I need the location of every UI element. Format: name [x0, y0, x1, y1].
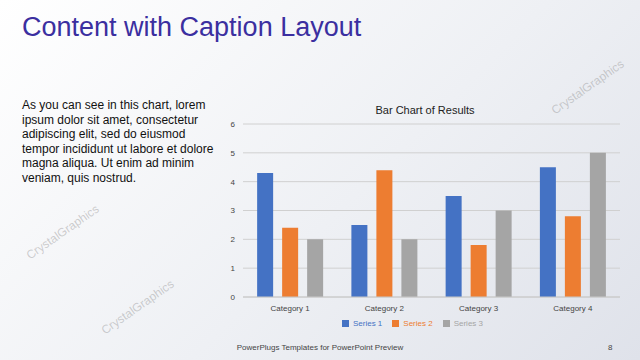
- svg-text:5: 5: [231, 149, 236, 158]
- svg-text:Category 4: Category 4: [553, 304, 593, 313]
- html-text:Content with Caption Layout: Content with Caption Layout: [22, 12, 362, 42]
- svg-text:6: 6: [231, 120, 236, 129]
- svg-text:Category 1: Category 1: [271, 304, 311, 313]
- html-text:CrystalGraphics: CrystalGraphics: [548, 56, 627, 118]
- html-text:8: 8: [608, 343, 613, 352]
- svg-text:1: 1: [231, 264, 236, 273]
- html-text:As you can see in this chart,: As you can see in this chart, lorem ipsu…: [22, 98, 214, 185]
- html-text:Series 1: Series 1: [353, 319, 383, 328]
- svg-text:3: 3: [231, 206, 236, 215]
- html-text:CrystalGraphics: CrystalGraphics: [23, 201, 102, 263]
- svg-text:0: 0: [231, 293, 236, 302]
- svg-text:2: 2: [231, 235, 236, 244]
- html-text:Series 2: Series 2: [403, 319, 433, 328]
- html-text:CrystalGraphics: CrystalGraphics: [98, 276, 177, 338]
- html-text:Series 3: Series 3: [453, 319, 483, 328]
- svg-text:Category 3: Category 3: [459, 304, 499, 313]
- svg-text:Category 2: Category 2: [365, 304, 405, 313]
- html-text:PowerPlugs Templates for Power: PowerPlugs Templates for PowerPoint Prev…: [236, 343, 404, 352]
- html-text:Bar Chart of Results: Bar Chart of Results: [375, 104, 475, 116]
- svg-text:4: 4: [231, 178, 236, 187]
